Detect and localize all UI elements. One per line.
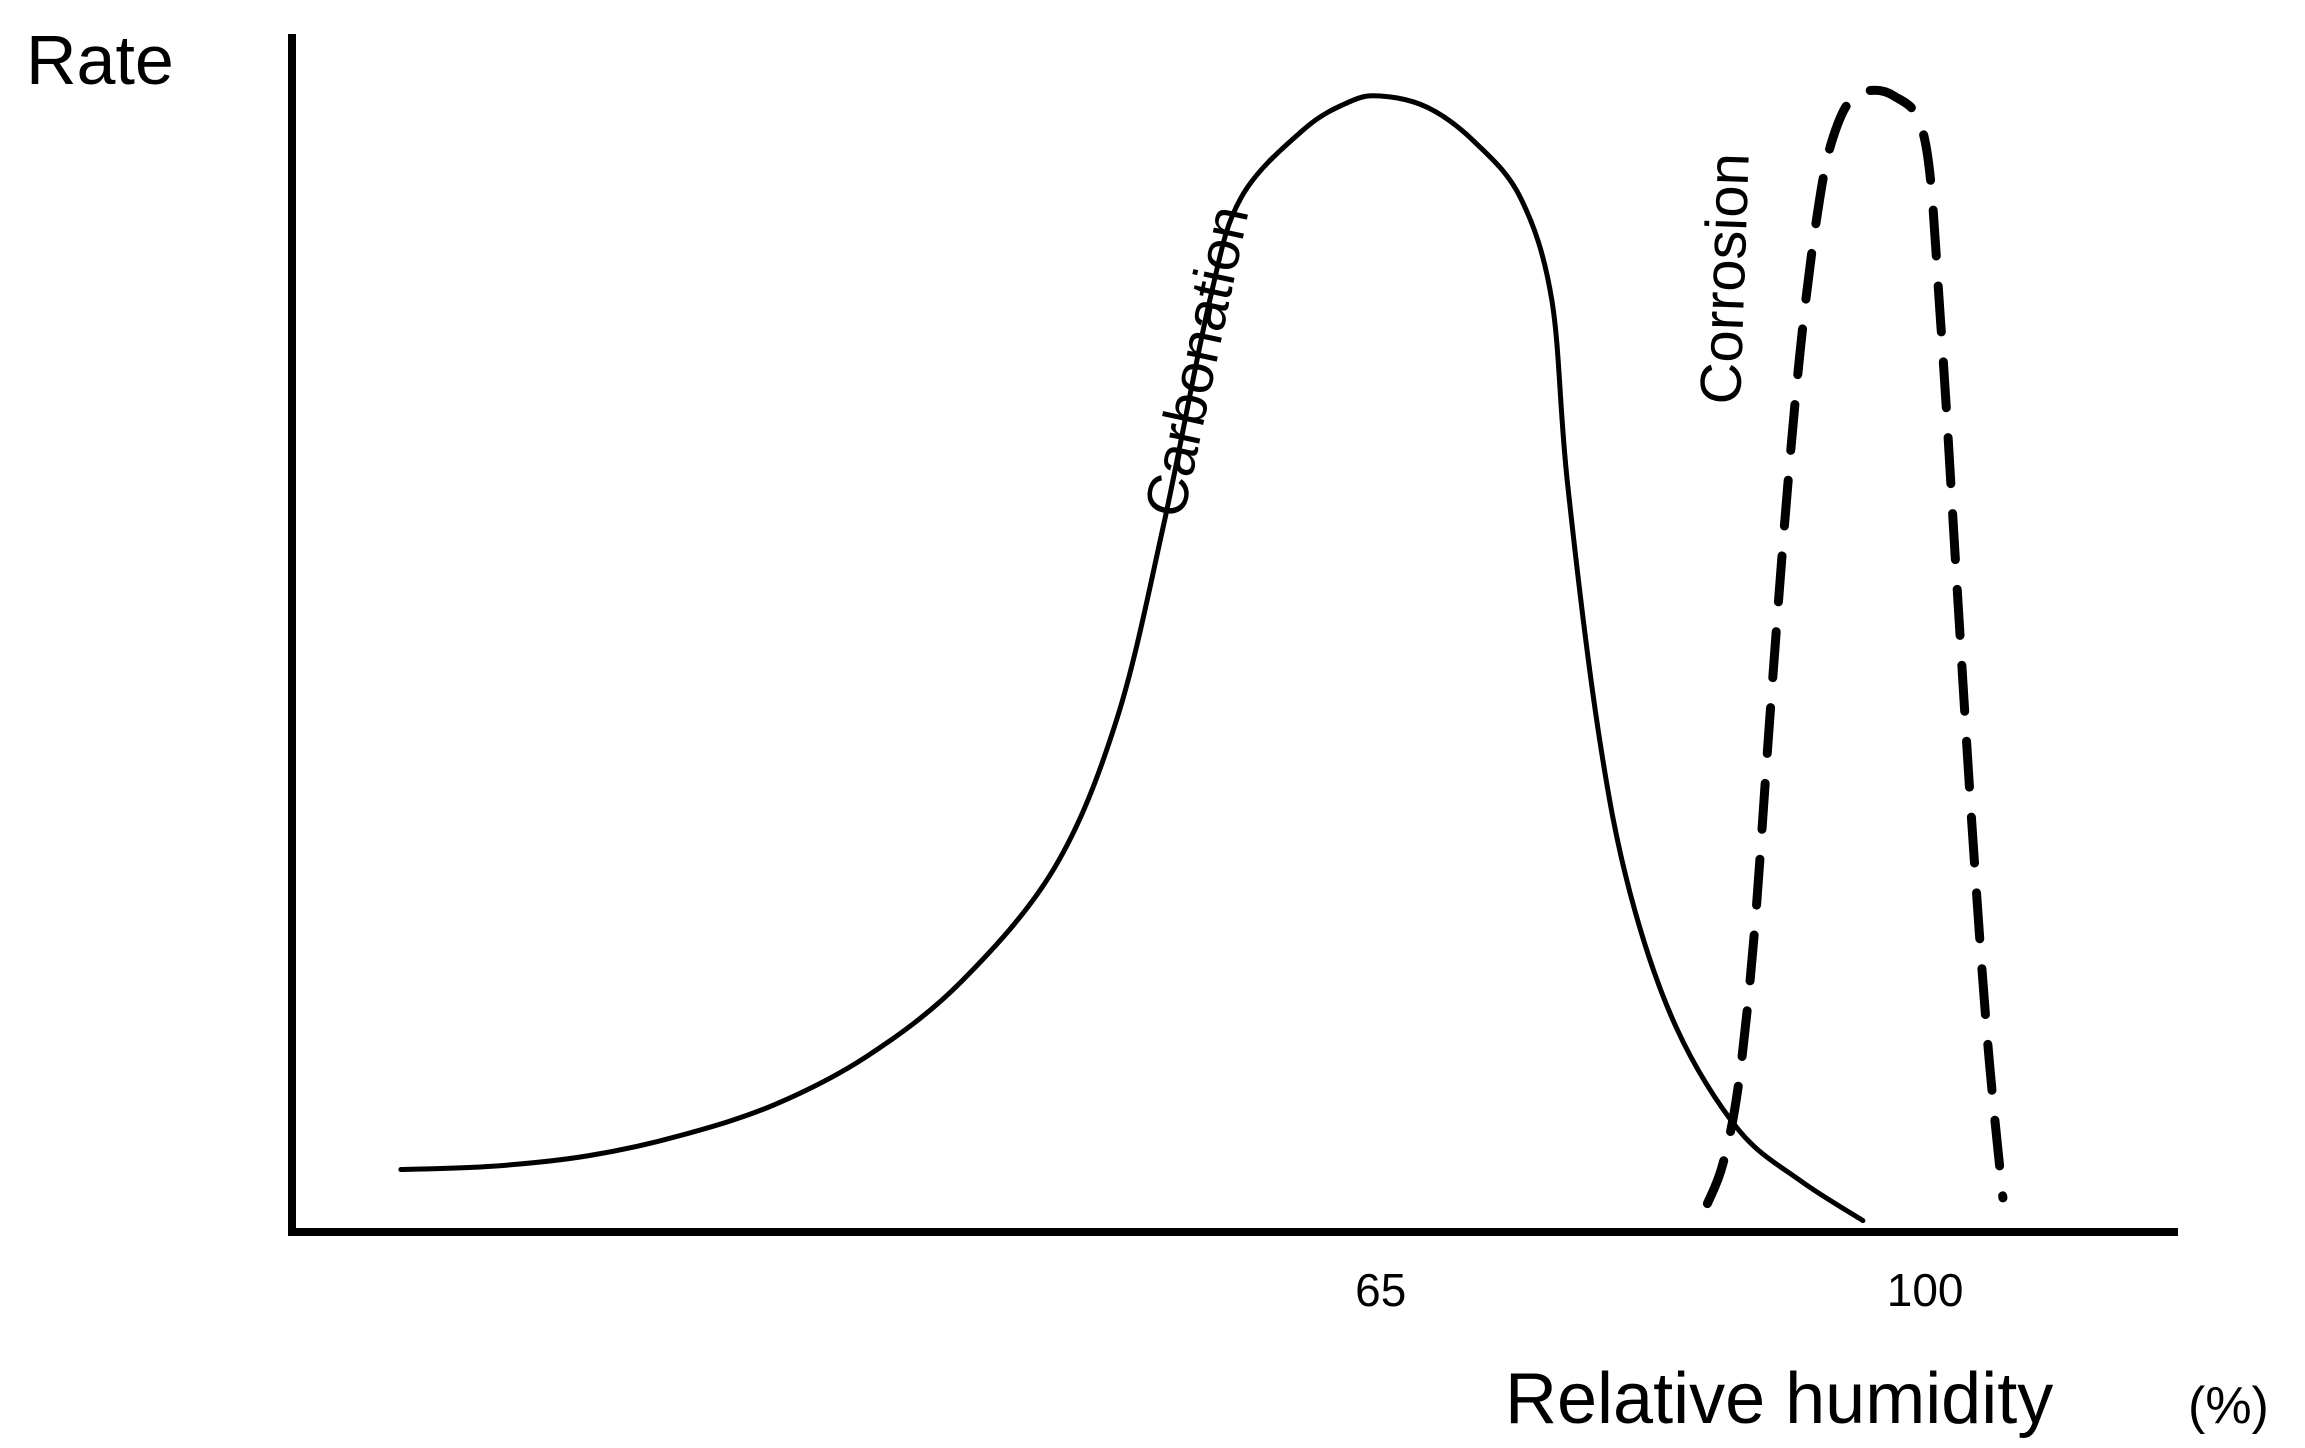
x-axis-unit: (%) [2188,1377,2269,1435]
y-axis-label: Rate [26,21,174,99]
corrosion-line [1702,85,2008,1209]
x-tick-labels: 65 100 [1355,1264,1963,1316]
corrosion-series-label: Corrosion [1688,152,1762,406]
carbonation-series-label: Carbonation [1132,200,1261,523]
carbonation-line [398,93,1866,1224]
x-axis-label: Relative humidity [1505,1359,2053,1439]
x-tick-label-100: 100 [1887,1264,1964,1316]
series-group: Carbonation Corrosion [398,85,2008,1224]
x-tick-label-65: 65 [1355,1264,1406,1316]
